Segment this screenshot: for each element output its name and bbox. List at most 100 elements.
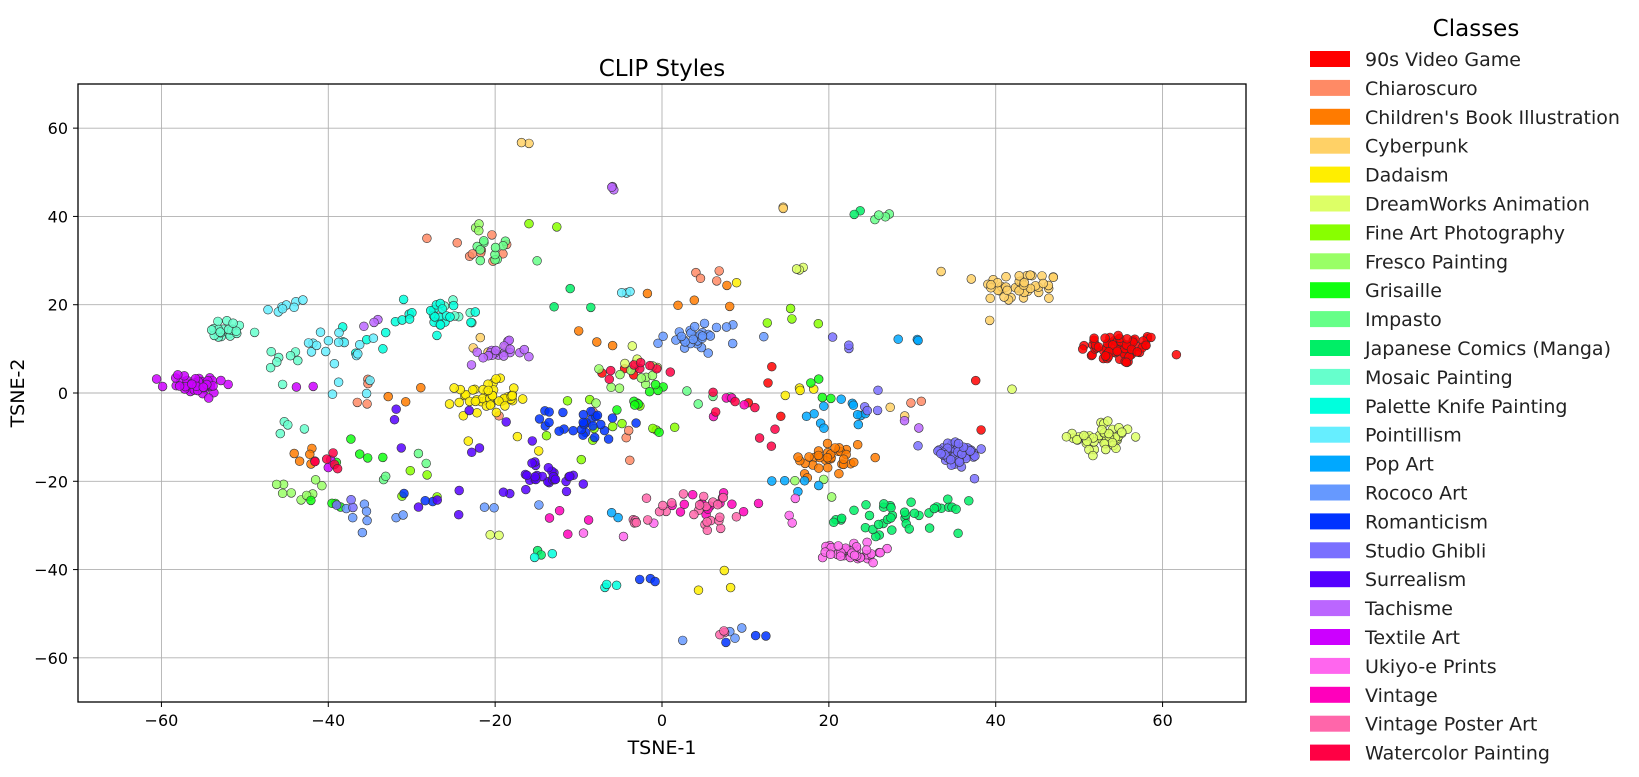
- x-tick-label: −20: [478, 711, 512, 730]
- legend-swatch: [1310, 629, 1350, 645]
- data-point: [964, 496, 974, 506]
- legend-swatch: [1310, 282, 1350, 299]
- data-point: [886, 502, 896, 513]
- data-point: [1079, 430, 1089, 441]
- legend-label: Dadaism: [1365, 165, 1449, 187]
- data-point: [1130, 432, 1141, 442]
- data-point: [1171, 350, 1182, 360]
- data-point: [776, 411, 786, 421]
- data-point: [708, 387, 718, 397]
- data-point: [277, 488, 288, 498]
- y-tick-label: 40: [48, 207, 68, 226]
- legend-label: Children's Book Illustration: [1365, 107, 1620, 129]
- x-axis-label: TSNE-1: [627, 737, 697, 759]
- data-point: [849, 209, 859, 220]
- data-point: [615, 369, 625, 380]
- data-point: [795, 385, 805, 396]
- legend-label: Pop Art: [1365, 454, 1434, 476]
- data-point: [654, 427, 664, 437]
- data-point: [332, 500, 342, 510]
- data-point: [543, 463, 554, 473]
- data-point: [826, 492, 837, 502]
- data-point: [1001, 272, 1011, 282]
- legend-label: Japanese Comics (Manga): [1364, 338, 1611, 360]
- data-point: [498, 487, 509, 497]
- data-point: [868, 557, 878, 568]
- data-point: [529, 552, 540, 563]
- data-point: [361, 388, 372, 399]
- data-point: [357, 527, 368, 538]
- data-point: [594, 364, 604, 374]
- data-point: [813, 480, 824, 491]
- data-point: [738, 507, 749, 517]
- data-point: [694, 500, 705, 510]
- legend-swatch: [1310, 571, 1350, 588]
- data-point: [550, 474, 561, 485]
- data-point: [606, 382, 616, 392]
- data-point: [432, 330, 442, 341]
- legend-swatch: [1310, 108, 1350, 125]
- data-point: [563, 529, 573, 539]
- data-point: [499, 351, 509, 361]
- legend-swatch: [1310, 686, 1350, 703]
- data-point: [565, 283, 575, 294]
- series-1: [352, 230, 926, 465]
- data-point: [698, 491, 709, 502]
- data-point: [299, 424, 310, 434]
- data-point: [421, 458, 431, 469]
- data-point: [334, 328, 344, 338]
- data-point: [509, 383, 519, 393]
- data-point: [853, 419, 863, 430]
- series-18: [389, 404, 588, 520]
- data-point: [1103, 416, 1113, 426]
- data-point: [830, 443, 840, 453]
- data-point: [293, 355, 303, 366]
- data-point: [533, 446, 544, 456]
- data-point: [625, 455, 635, 465]
- data-point: [468, 385, 478, 395]
- data-point: [1048, 272, 1059, 282]
- data-point: [346, 434, 356, 444]
- data-point: [454, 485, 464, 496]
- data-point: [328, 448, 338, 458]
- data-point: [549, 302, 559, 312]
- data-point: [658, 500, 668, 511]
- legend-label: Watercolor Painting: [1365, 743, 1550, 765]
- data-point: [697, 331, 708, 341]
- data-point: [606, 508, 617, 518]
- data-point: [642, 515, 653, 525]
- legend-label: Vintage Poster Art: [1365, 714, 1537, 736]
- data-point: [405, 466, 415, 476]
- data-point: [1100, 444, 1111, 455]
- data-point: [1100, 351, 1111, 361]
- x-tick-label: 60: [1152, 711, 1172, 730]
- data-point: [263, 305, 273, 315]
- data-point: [675, 507, 686, 517]
- data-point: [636, 373, 646, 383]
- legend-label: Impasto: [1365, 309, 1442, 331]
- data-point: [825, 549, 836, 559]
- data-point: [381, 327, 391, 338]
- data-point: [483, 385, 493, 396]
- data-point: [353, 349, 363, 359]
- data-point: [822, 463, 833, 473]
- data-point: [475, 245, 485, 255]
- data-point: [333, 337, 344, 347]
- data-point: [763, 378, 773, 388]
- data-point: [727, 338, 738, 349]
- data-point: [500, 401, 510, 411]
- data-point: [767, 362, 777, 372]
- data-point: [873, 385, 883, 395]
- data-point: [616, 288, 627, 298]
- data-point: [682, 386, 692, 396]
- legend-swatch: [1310, 426, 1350, 443]
- data-point: [929, 503, 939, 514]
- data-point: [872, 405, 883, 416]
- data-point: [479, 502, 490, 512]
- data-point: [283, 420, 293, 430]
- data-point: [249, 327, 260, 338]
- data-point: [969, 474, 980, 484]
- data-point: [614, 383, 625, 393]
- data-point: [870, 452, 880, 463]
